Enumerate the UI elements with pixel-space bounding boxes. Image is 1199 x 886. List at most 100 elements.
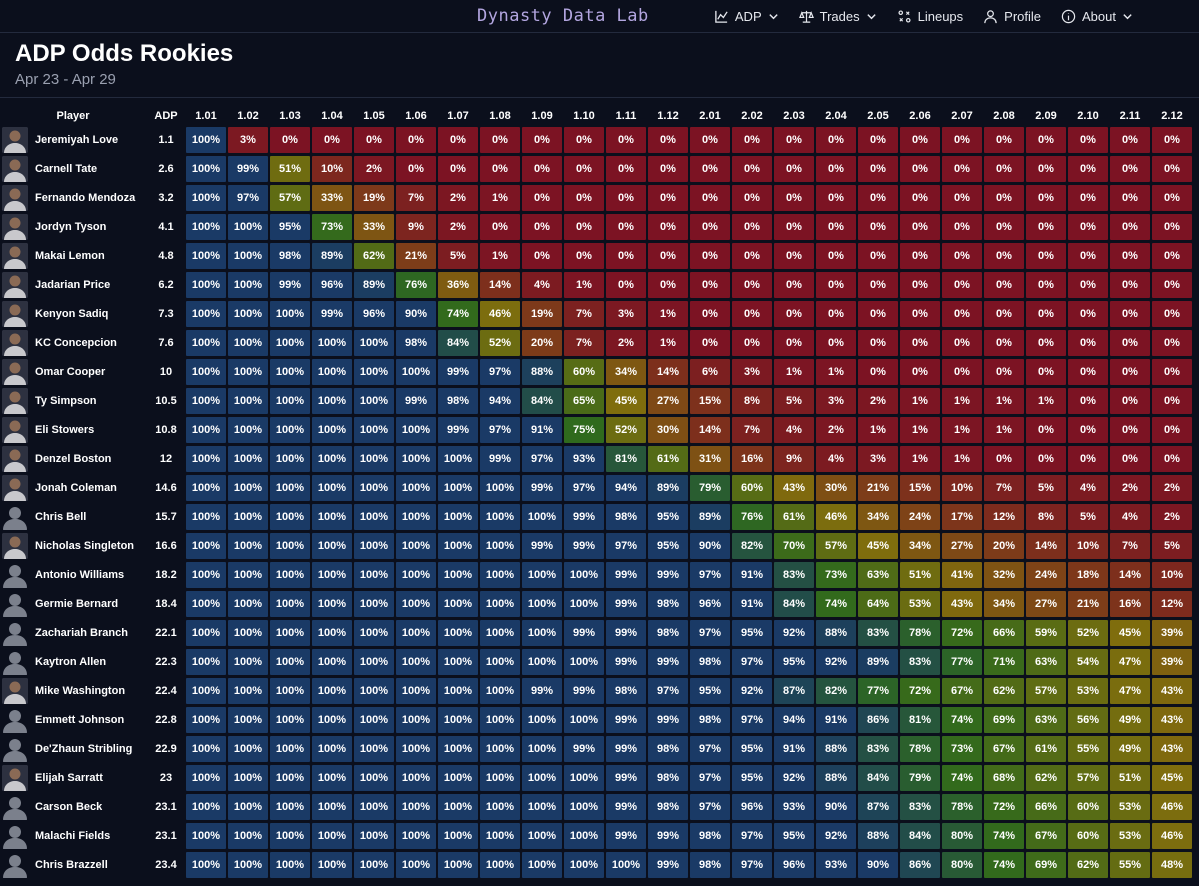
odds-cell: 100% (354, 330, 394, 356)
odds-cell: 0% (1152, 446, 1192, 472)
odds-cell: 0% (732, 156, 772, 182)
pick-column-header[interactable]: 1.06 (405, 110, 427, 122)
odds-cell: 0% (1110, 127, 1150, 153)
odds-cell: 100% (480, 562, 520, 588)
nav-adp[interactable]: ADP (714, 9, 779, 24)
odds-cell: 70% (774, 533, 814, 559)
pick-column-header[interactable]: 2.03 (783, 110, 805, 122)
nav-lineups[interactable]: Lineups (897, 9, 963, 24)
adp-value: 6.2 (158, 279, 174, 291)
pick-column-header[interactable]: 1.05 (363, 110, 385, 122)
player-cell[interactable]: Jadarian Price (0, 272, 146, 298)
player-cell[interactable]: Zachariah Branch (0, 620, 146, 646)
player-cell[interactable]: Emmett Johnson (0, 707, 146, 733)
pick-column-header[interactable]: 2.04 (825, 110, 847, 122)
pick-column-header[interactable]: 1.12 (657, 110, 679, 122)
player-cell[interactable]: Jordyn Tyson (0, 214, 146, 240)
pick-column-header[interactable]: 2.05 (867, 110, 889, 122)
odds-cell: 100% (396, 562, 436, 588)
player-cell[interactable]: Jeremiyah Love (0, 127, 146, 153)
odds-cell: 41% (942, 562, 982, 588)
player-cell[interactable]: Fernando Mendoza (0, 185, 146, 211)
player-cell[interactable]: KC Concepcion (0, 330, 146, 356)
player-cell[interactable]: Elijah Sarratt (0, 765, 146, 791)
player-cell[interactable]: Antonio Williams (0, 562, 146, 588)
nav-trades[interactable]: Trades (798, 9, 877, 24)
player-cell[interactable]: Malachi Fields (0, 823, 146, 849)
odds-cell: 0% (1152, 417, 1192, 443)
odds-cell: 100% (564, 707, 604, 733)
pick-column-header[interactable]: 1.03 (279, 110, 301, 122)
odds-cell: 100% (480, 765, 520, 791)
nav-profile[interactable]: Profile (983, 9, 1041, 24)
odds-cell: 10% (1152, 562, 1192, 588)
pick-column-header[interactable]: 1.04 (321, 110, 343, 122)
odds-cell: 0% (606, 156, 646, 182)
pick-column-header[interactable]: 2.09 (1035, 110, 1057, 122)
player-cell[interactable]: Chris Bell (0, 504, 146, 530)
player-cell[interactable]: De'Zhaun Stribling (0, 736, 146, 762)
odds-cell: 100% (312, 678, 352, 704)
odds-cell: 100% (522, 620, 562, 646)
odds-cell: 100% (186, 823, 226, 849)
player-cell[interactable]: Germie Bernard (0, 591, 146, 617)
pick-column-header[interactable]: 1.01 (195, 110, 217, 122)
odds-cell: 60% (732, 475, 772, 501)
odds-cell: 1% (1026, 388, 1066, 414)
odds-cell: 100% (354, 562, 394, 588)
adp-value: 15.7 (155, 511, 177, 523)
nav-about[interactable]: About (1061, 9, 1133, 24)
brand-logo[interactable]: Dynasty Data Lab (477, 6, 649, 26)
player-cell[interactable]: Denzel Boston (0, 446, 146, 472)
odds-cell: 10% (942, 475, 982, 501)
odds-cell: 97% (690, 765, 730, 791)
pick-column-header[interactable]: 1.10 (573, 110, 595, 122)
player-cell[interactable]: Jonah Coleman (0, 475, 146, 501)
odds-cell: 100% (438, 562, 478, 588)
chevron-down-icon (768, 13, 778, 19)
pick-column-header[interactable]: 2.08 (993, 110, 1015, 122)
player-cell[interactable]: Carnell Tate (0, 156, 146, 182)
pick-column-header[interactable]: 2.06 (909, 110, 931, 122)
pick-column-header[interactable]: 2.11 (1119, 110, 1141, 122)
player-cell[interactable]: Eli Stowers (0, 417, 146, 443)
player-cell[interactable]: Mike Washington (0, 678, 146, 704)
pick-column-header[interactable]: 2.07 (951, 110, 973, 122)
odds-cell: 97% (690, 620, 730, 646)
odds-cell: 100% (438, 765, 478, 791)
player-cell[interactable]: Carson Beck (0, 794, 146, 820)
table-body: Jeremiyah Love 1.1 100% 3% 0% 0% 0% 0% 0% 0% 0% 0% 0… (0, 127, 1192, 878)
odds-cell: 100% (186, 852, 226, 878)
player-column-header[interactable]: Player (56, 110, 90, 122)
odds-cell: 61% (1026, 736, 1066, 762)
player-cell[interactable]: Kenyon Sadiq (0, 301, 146, 327)
odds-cell: 7% (1110, 533, 1150, 559)
player-cell[interactable]: Omar Cooper (0, 359, 146, 385)
odds-cell: 100% (396, 591, 436, 617)
odds-cell: 100% (522, 562, 562, 588)
pick-column-header[interactable]: 1.07 (447, 110, 469, 122)
pick-column-header[interactable]: 2.10 (1077, 110, 1099, 122)
odds-cell: 100% (354, 388, 394, 414)
pick-column-header[interactable]: 2.01 (699, 110, 721, 122)
pick-column-header[interactable]: 1.02 (237, 110, 259, 122)
odds-cell: 60% (1068, 823, 1108, 849)
player-cell[interactable]: Chris Brazzell (0, 852, 146, 878)
pick-column-header[interactable]: 1.09 (531, 110, 553, 122)
adp-column-header[interactable]: ADP (154, 110, 178, 122)
odds-cell: 100% (228, 504, 268, 530)
player-cell[interactable]: Makai Lemon (0, 243, 146, 269)
player-cell[interactable]: Kaytron Allen (0, 649, 146, 675)
pick-column-header[interactable]: 2.12 (1161, 110, 1183, 122)
odds-cell: 0% (1152, 330, 1192, 356)
odds-cell: 100% (228, 736, 268, 762)
pick-column-header[interactable]: 1.08 (489, 110, 511, 122)
odds-cell: 100% (186, 388, 226, 414)
nav-profile-label: Profile (1004, 8, 1042, 24)
player-photo (2, 301, 28, 327)
pick-column-header[interactable]: 2.02 (741, 110, 763, 122)
player-cell[interactable]: Nicholas Singleton (0, 533, 146, 559)
player-cell[interactable]: Ty Simpson (0, 388, 146, 414)
pick-column-header[interactable]: 1.11 (615, 110, 637, 122)
odds-cell: 0% (1026, 417, 1066, 443)
